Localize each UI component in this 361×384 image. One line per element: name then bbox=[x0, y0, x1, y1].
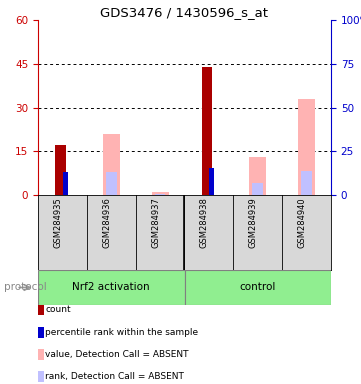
Text: control: control bbox=[240, 283, 276, 293]
Text: count: count bbox=[45, 306, 71, 314]
Text: percentile rank within the sample: percentile rank within the sample bbox=[45, 328, 198, 337]
Text: Nrf2 activation: Nrf2 activation bbox=[73, 283, 150, 293]
Bar bbox=[184, 270, 331, 305]
Bar bbox=[209, 168, 214, 195]
Bar bbox=[38, 270, 184, 305]
Bar bbox=[155, 194, 165, 195]
Bar bbox=[103, 134, 120, 195]
Bar bbox=[63, 172, 68, 195]
Title: GDS3476 / 1430596_s_at: GDS3476 / 1430596_s_at bbox=[100, 6, 269, 19]
Text: GSM284936: GSM284936 bbox=[102, 197, 111, 248]
Text: rank, Detection Call = ABSENT: rank, Detection Call = ABSENT bbox=[45, 372, 184, 381]
Text: GSM284937: GSM284937 bbox=[151, 197, 160, 248]
Text: value, Detection Call = ABSENT: value, Detection Call = ABSENT bbox=[45, 350, 188, 359]
Bar bbox=[106, 172, 117, 195]
Text: GSM284940: GSM284940 bbox=[297, 197, 306, 248]
Bar bbox=[201, 67, 212, 195]
Text: protocol: protocol bbox=[4, 283, 46, 293]
Text: GSM284938: GSM284938 bbox=[200, 197, 209, 248]
Bar bbox=[301, 170, 312, 195]
Bar bbox=[298, 99, 315, 195]
Bar bbox=[252, 183, 263, 195]
Text: GSM284935: GSM284935 bbox=[53, 197, 62, 248]
Bar bbox=[249, 157, 266, 195]
Text: GSM284939: GSM284939 bbox=[249, 197, 258, 248]
Bar bbox=[152, 192, 169, 195]
Bar bbox=[55, 146, 66, 195]
